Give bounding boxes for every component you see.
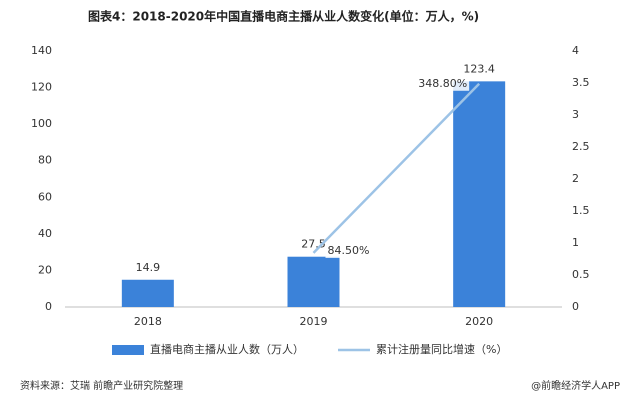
y-tick-label: 100 [31, 117, 52, 130]
line-value-label: 348.80% [418, 77, 467, 90]
bar-value-label: 14.9 [136, 261, 161, 274]
x-tick-label: 2020 [465, 315, 493, 328]
y-tick-label: 60 [38, 190, 52, 203]
line [312, 82, 481, 254]
y2-tick-label: 2.5 [572, 140, 590, 153]
y2-tick-label: 1 [572, 236, 579, 249]
y-tick-label: 140 [31, 44, 52, 57]
bar [453, 81, 506, 308]
line-value-label: 84.50% [328, 244, 370, 257]
y2-tick-label: 3.5 [572, 76, 590, 89]
bar [287, 256, 340, 307]
y-tick-label: 80 [38, 154, 52, 167]
y-tick-label: 20 [38, 263, 52, 276]
legend-swatch [112, 345, 144, 355]
y2-tick-label: 1.5 [572, 204, 590, 217]
x-tick-label: 2019 [300, 315, 328, 328]
x-tick-label: 2018 [134, 315, 162, 328]
y-tick-label: 40 [38, 227, 52, 240]
y2-tick-label: 2 [572, 172, 579, 185]
chart-title: 图表4：2018-2020年中国直播电商主播从业人数变化(单位：万人，%) [88, 9, 479, 24]
brand: @前瞻经济学人APP [531, 379, 620, 392]
label-bg [325, 243, 376, 258]
bar [121, 279, 174, 307]
y2-tick-label: 4 [572, 44, 579, 57]
legend-label: 累计注册量同比增速（%） [376, 342, 507, 356]
y-tick-label: 0 [45, 300, 52, 313]
bar-value-label: 123.4 [463, 62, 495, 75]
y2-tick-label: 3 [572, 108, 579, 121]
legend-label: 直播电商主播从业人数（万人） [150, 342, 304, 356]
label-bg [419, 76, 470, 91]
y-tick-label: 120 [31, 81, 52, 94]
source: 资料来源：艾瑞 前瞻产业研究院整理 [20, 379, 183, 392]
y2-tick-label: 0.5 [572, 268, 590, 281]
y2-tick-label: 0 [572, 300, 579, 313]
